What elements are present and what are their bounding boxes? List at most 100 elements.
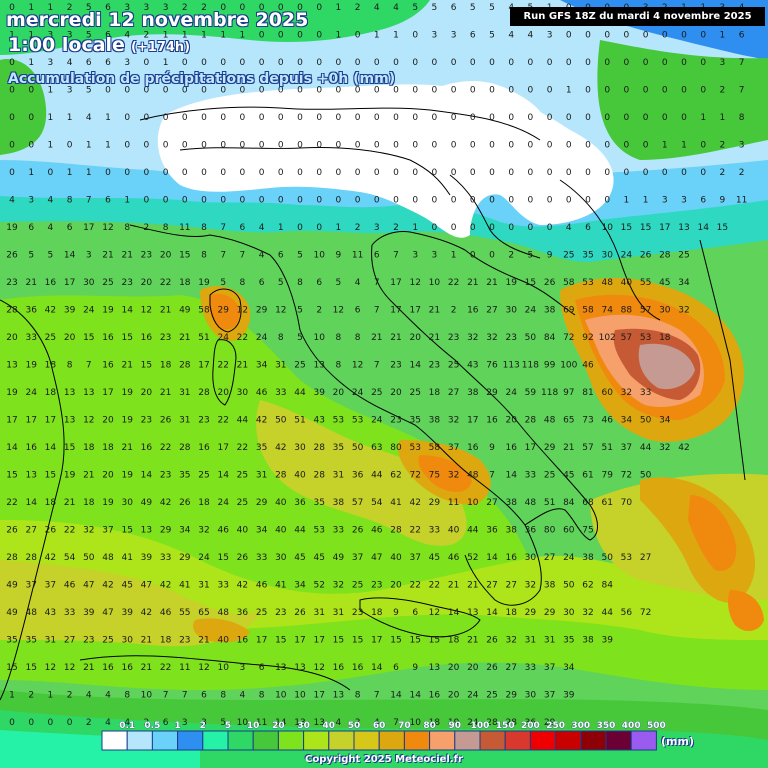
grid-value: 19 (25, 361, 37, 371)
grid-value: 0 (604, 113, 610, 123)
grid-value: 0 (316, 86, 322, 96)
grid-value: 55 (640, 278, 651, 288)
grid-value: 0 (374, 196, 380, 206)
grid-value: 20 (333, 388, 345, 398)
grid-value: 18 (83, 443, 95, 453)
grid-value: 0 (278, 168, 284, 178)
grid-value: 28 (179, 361, 191, 371)
grid-value: 17 (294, 636, 305, 646)
grid-value: 52 (467, 553, 478, 563)
grid-value: 17 (102, 388, 113, 398)
grid-value: 21 (121, 443, 132, 453)
grid-value: 49 (141, 498, 153, 508)
grid-value: 7 (489, 471, 495, 481)
grid-value: 30 (563, 608, 575, 618)
grid-value: 113 (503, 361, 520, 371)
grid-value: 38 (505, 526, 517, 536)
grid-value: 18 (198, 498, 210, 508)
grid-value: 0 (9, 718, 15, 728)
grid-value: 2 (451, 306, 457, 316)
grid-value: 38 (429, 416, 441, 426)
grid-value: 92 (582, 333, 593, 343)
grid-value: 46 (582, 361, 594, 371)
legend-label: 200 (521, 721, 540, 731)
grid-value: 25 (256, 608, 267, 618)
grid-value: 16 (505, 553, 517, 563)
grid-value: 0 (144, 113, 150, 123)
grid-value: 28 (25, 553, 37, 563)
grid-value: 38 (544, 306, 556, 316)
grid-value: 38 (467, 388, 479, 398)
grid-value: 28 (198, 388, 210, 398)
grid-value: 7 (739, 86, 745, 96)
grid-value: 8 (336, 361, 342, 371)
grid-value: 0 (124, 86, 130, 96)
grid-value: 18 (160, 361, 172, 371)
legend-swatch (605, 730, 632, 751)
grid-value: 0 (316, 196, 322, 206)
grid-value: 14 (64, 251, 76, 261)
grid-value: 8 (355, 691, 361, 701)
grid-value: 0 (528, 168, 534, 178)
grid-value: 0 (278, 113, 284, 123)
grid-value: 13 (64, 416, 75, 426)
grid-value: 23 (160, 333, 171, 343)
grid-value: 21 (429, 333, 440, 343)
grid-value: 45 (563, 471, 574, 481)
grid-value: 17 (313, 691, 324, 701)
grid-value: 1 (662, 141, 668, 151)
grid-value: 14 (141, 471, 153, 481)
grid-value: 0 (220, 86, 226, 96)
grid-value: 11 (736, 196, 747, 206)
grid-value: 30 (83, 278, 95, 288)
grid-value: 0 (240, 168, 246, 178)
grid-value: 0 (67, 141, 73, 151)
grid-value: 0 (585, 58, 591, 68)
grid-value: 75 (582, 526, 593, 536)
grid-value: 22 (429, 581, 440, 591)
grid-value: 13 (6, 361, 17, 371)
grid-value: 0 (470, 113, 476, 123)
grid-value: 5 (220, 278, 226, 288)
precipitation-values: 0112563332200000012445565545100003211341… (6, 3, 747, 728)
grid-value: 24 (198, 553, 210, 563)
grid-value: 4 (86, 113, 92, 123)
grid-value: 42 (409, 498, 420, 508)
grid-value: 6 (316, 278, 322, 288)
grid-value: 2 (67, 3, 73, 13)
grid-value: 8 (355, 333, 361, 343)
legend-label: 500 (647, 721, 666, 731)
grid-value: 20 (390, 388, 402, 398)
grid-value: 9 (489, 443, 495, 453)
grid-value: 37 (102, 526, 113, 536)
grid-value: 14 (6, 443, 18, 453)
legend-label: 50 (348, 721, 361, 731)
grid-value: 39 (121, 608, 133, 618)
grid-value: 16 (25, 443, 37, 453)
grid-value: 0 (355, 31, 361, 41)
grid-value: 1 (374, 31, 380, 41)
grid-value: 20 (64, 333, 76, 343)
grid-value: 3 (681, 196, 687, 206)
grid-value: 22 (409, 581, 420, 591)
grid-value: 7 (374, 306, 380, 316)
grid-value: 0 (508, 196, 514, 206)
grid-value: 0 (163, 168, 169, 178)
grid-value: 1 (9, 691, 15, 701)
grid-value: 29 (544, 718, 556, 728)
grid-value: 0 (700, 31, 706, 41)
grid-value: 0 (662, 58, 668, 68)
grid-value: 1 (105, 113, 111, 123)
grid-value: 3 (374, 223, 380, 233)
grid-value: 59 (525, 388, 537, 398)
grid-value: 7 (86, 196, 92, 206)
grid-value: 24 (467, 691, 479, 701)
grid-value: 20 (467, 663, 479, 673)
grid-value: 34 (256, 526, 268, 536)
grid-value: 51 (198, 333, 209, 343)
grid-value: 30 (121, 636, 133, 646)
legend-label: 300 (571, 721, 590, 731)
grid-value: 0 (451, 168, 457, 178)
grid-value: 16 (352, 663, 364, 673)
grid-value: 2 (720, 168, 726, 178)
